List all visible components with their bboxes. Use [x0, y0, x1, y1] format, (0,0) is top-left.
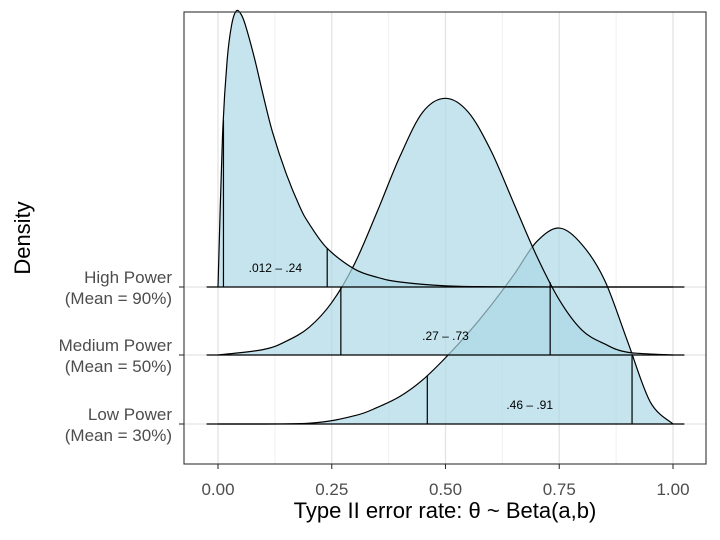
y-tick-label-line1: Low Power: [88, 405, 172, 424]
ridge-fill: [218, 10, 673, 288]
y-tick-label-line1: High Power: [84, 268, 172, 287]
y-tick-label-line2: (Mean = 90%): [65, 289, 172, 308]
ci-label: .012 – .24: [249, 261, 303, 275]
y-tick-label-line2: (Mean = 30%): [65, 426, 172, 445]
ci-label: .46 – .91: [506, 398, 553, 412]
x-tick-label: 0.25: [315, 480, 348, 499]
ridge-fill: [218, 98, 673, 355]
y-tick-label-line1: Medium Power: [59, 336, 173, 355]
ci-label: .27 – .73: [422, 329, 469, 343]
ridge-2: [206, 97, 685, 356]
y-axis-ticks: High Power (Mean = 90%) Medium Power (Mean …: [59, 268, 184, 445]
ci-labels: .46 – .91 .27 – .73 .012 – .24: [249, 261, 554, 412]
ridge-fill: [218, 228, 673, 425]
ridge-1: [206, 9, 685, 288]
y-tick-label-line2: (Mean = 50%): [65, 357, 172, 376]
density-curve: [217, 9, 674, 288]
x-tick-label: 0.00: [201, 480, 234, 499]
density-curve: [217, 97, 674, 356]
density-ridges: [206, 9, 685, 425]
x-tick-label: 1.00: [656, 480, 689, 499]
x-tick-label: 0.75: [543, 480, 576, 499]
x-axis-ticks: 0.00 0.25 0.50 0.75 1.00: [201, 464, 690, 499]
y-axis-title: Density: [10, 201, 35, 274]
x-tick-label: 0.50: [429, 480, 462, 499]
x-axis-title: Type II error rate: θ ~ Beta(a,b): [294, 498, 597, 523]
